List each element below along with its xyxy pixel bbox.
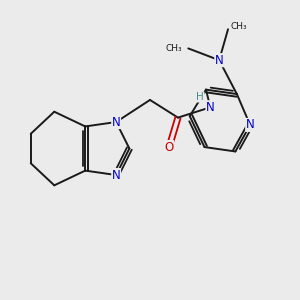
Text: CH₃: CH₃ — [231, 22, 247, 31]
Text: N: N — [112, 169, 121, 182]
Text: CH₃: CH₃ — [166, 44, 182, 53]
Text: H: H — [196, 92, 204, 102]
Text: N: N — [112, 116, 121, 128]
Text: N: N — [215, 54, 224, 67]
Text: O: O — [164, 141, 174, 154]
Text: N: N — [206, 101, 215, 114]
Text: N: N — [246, 118, 254, 131]
